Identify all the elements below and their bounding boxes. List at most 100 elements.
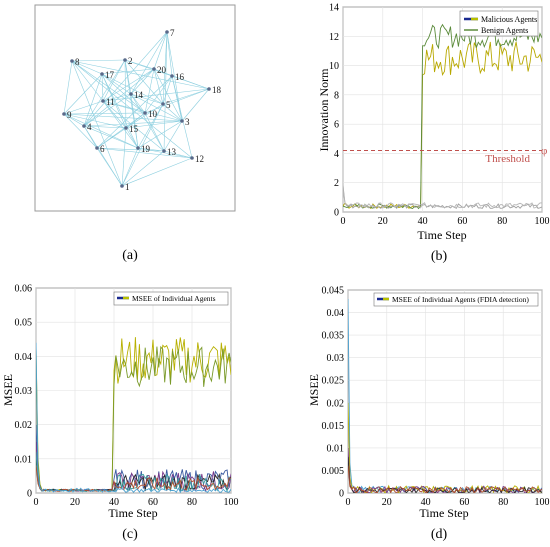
network-edge [102,100,127,129]
network-edge [102,100,146,114]
network-edge [153,68,164,105]
network-node [101,99,105,103]
network-edge [102,100,139,149]
network-edge [137,103,164,149]
network-edge [162,88,210,105]
network-node-label: 20 [157,65,167,75]
ticks-d: 0 20 40 60 80 100 0 0.005 0.01 0.015 0.02 0.025 0.03… [322,286,550,509]
network-node [162,149,166,153]
x-axis-label-b: Time Step [417,228,466,242]
legend-c [113,291,229,306]
network-edge [63,113,127,129]
x-tick-label: 0 [341,216,346,227]
series-line [343,188,542,209]
network-edge [63,100,104,115]
network-edge [162,75,173,105]
y-tick-label: 0.015 [322,421,345,432]
network-edges [63,31,210,187]
series-d [348,298,542,493]
network-node-label: 3 [185,117,190,127]
network-node-label: 18 [212,85,222,95]
network-edge [83,125,139,149]
network-edge [102,59,126,102]
series-line [36,465,231,492]
y-tick-label: 0.04 [327,308,345,319]
network-node [136,146,140,150]
series-c [36,337,231,493]
network-node [152,67,156,71]
network-node [190,156,194,160]
x-tick-label: 40 [418,216,428,227]
network-edge [83,93,132,127]
network-edge [102,88,210,102]
panel-label-d: (d) [431,527,448,542]
network-node-label: 1 [125,182,130,192]
network-edge [102,93,132,102]
network-edge [63,60,73,115]
network-edge [130,68,155,95]
y-tick-label: 0.01 [15,454,33,465]
network-edge [63,113,139,149]
legend-label-d: MSEE of Individual Agents (FDIA detectio… [392,295,529,304]
threshold-label: Threshold [485,153,530,165]
y-tick-label: 0.04 [15,352,33,363]
x-tick-label: 80 [497,216,507,227]
network-edge [63,113,98,149]
x-tick-label: 100 [535,216,550,227]
y-axis-label-b: Innovation Norm [317,68,331,152]
legend-label-benign: Benign Agents [481,26,528,35]
legend-d [373,292,539,307]
panel-label-a: (a) [122,248,138,263]
ticks-b: 0 20 40 60 80 100 0 2 4 6 8 10 12 14 [329,3,550,228]
x-tick-label: 20 [70,497,80,508]
network-node-label: 4 [87,122,92,132]
network-edge [101,73,139,149]
y-axis-label-d: MSEE [307,374,321,406]
y-tick-label: 0.05 [15,318,33,329]
network-edge [71,60,210,90]
network-edge [137,147,165,152]
network-edge [125,112,146,129]
y-tick-label: 4 [334,149,339,160]
y-tick-label: 0.06 [15,284,33,295]
network-edge [63,73,103,115]
ticks-c: 0 20 40 60 80 100 0 0.01 0.02 0.03 0.04 0.05 0.06 [15,284,239,509]
network-edge [124,59,155,70]
network-edge [96,127,127,149]
network-edge [101,73,164,105]
series-line [348,465,542,493]
panel-label-c: (c) [122,527,138,542]
network-edge [63,112,146,115]
network-node [170,74,174,78]
network-node-label: 14 [134,90,144,100]
network-edge [130,93,165,152]
y-tick-label: 0.02 [15,420,33,431]
y-tick-label: 0.045 [322,286,345,297]
network-node [123,58,127,62]
network-edge [124,59,127,129]
legend-label-c: MSEE of Individual Agents [132,294,216,303]
network-node [161,102,165,106]
y-tick-label: 0.01 [327,443,345,454]
network-node-label: 11 [106,97,115,107]
x-tick-label: 0 [34,497,39,508]
x-tick-label: 40 [421,497,431,508]
plot-area-b [342,6,543,213]
network-node-label: 19 [141,144,151,154]
network-node-label: 10 [148,109,158,119]
network-edge [121,157,193,187]
network-edge [144,88,210,114]
network-edge [83,68,155,127]
network-edge [83,125,98,149]
network-node-label: 5 [166,100,171,110]
network-node-label: 7 [170,28,175,38]
series-line [343,185,542,210]
x-tick-label: 0 [346,497,351,508]
legend-label-malicious: Malicious Agents [481,15,537,24]
network-edge [101,73,127,129]
panel-b: Threshold φ 0 20 40 60 80 100 0 2 4 6 8 10 12 14 Mali… [317,3,550,265]
panel-d: 0 20 40 60 80 100 0 0.005 0.01 0.015 0.02 0.025 0.03… [307,286,550,543]
network-edge [83,59,126,127]
x-tick-label: 60 [457,216,467,227]
